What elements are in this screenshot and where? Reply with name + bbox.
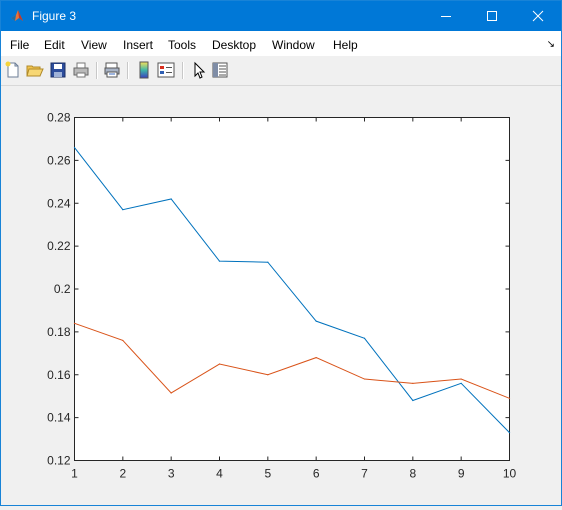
plot-area [74,117,510,461]
menu-insert[interactable]: Insert [123,38,154,52]
menu-help[interactable]: Help [333,38,358,52]
title-bar[interactable]: Figure 3 [1,1,561,31]
menu-desktop[interactable]: Desktop [212,38,257,52]
series-2-point [412,382,414,384]
dock-arrow-icon[interactable]: ↘ [546,39,555,50]
y-tick-label: 0.26 [47,153,71,167]
series-1-point [508,432,511,434]
y-tick-label: 0.28 [47,111,71,125]
series-2-point [218,363,221,365]
maximize-icon [487,11,497,21]
edit-plot-pointer-icon[interactable] [190,61,208,79]
x-tick-label: 1 [71,467,78,481]
minimize-button[interactable] [423,1,469,31]
print-preview-icon[interactable] [103,61,121,79]
menu-tools[interactable]: Tools [168,38,197,52]
series-1-point [122,209,124,211]
minimize-icon [441,16,451,17]
y-tick-label: 0.24 [47,196,71,210]
figure-canvas: 1 2 3 4 5 6 7 8 9 10 0.12 0.14 0.16 0.18 0.2 0.22 0.24 0… [2,86,561,505]
x-tick-label: 8 [409,467,416,481]
close-icon [532,10,544,22]
toolbar [1,57,561,86]
x-axis: 1 2 3 4 5 6 7 8 9 10 [71,117,517,481]
series-1-point [315,320,317,322]
series-layer [73,146,511,434]
toolbar-separator [182,62,184,79]
y-tick-label: 0.16 [47,368,71,382]
y-axis: 0.12 0.14 0.16 0.18 0.2 0.22 0.24 0.26 0.28 [47,111,510,468]
series-1-point [73,146,76,149]
maximize-button[interactable] [469,1,515,31]
series-2-point [73,322,76,324]
y-tick-label: 0.12 [47,454,71,468]
toolbar-separator [96,62,98,79]
series-1-point [412,399,414,402]
save-icon[interactable] [49,61,67,79]
window-title: Figure 3 [32,9,77,23]
menu-bar: File Edit View Insert Tools Desktop Wind… [1,31,561,56]
series-2-point [122,339,124,342]
x-tick-label: 5 [264,467,271,481]
series-1-point [460,382,462,384]
x-tick-label: 6 [313,467,320,481]
open-file-icon[interactable] [26,61,44,79]
series-1-point [218,260,221,262]
legend-icon[interactable] [157,61,175,79]
series-line-2[interactable] [74,322,510,399]
series-2-point [170,392,172,394]
series-1-point [363,337,366,339]
series-2-point [267,374,269,376]
x-tick-label: 2 [119,467,126,481]
menu-view[interactable]: View [81,38,107,52]
x-tick-label: 7 [361,467,368,481]
series-2-point [460,378,462,380]
y-tick-label: 0.18 [47,325,71,339]
toolbar-separator [127,62,129,79]
menu-file[interactable]: File [10,38,30,52]
y-tick-label: 0.14 [47,411,71,425]
series-2-point [363,378,366,380]
series-2-point [508,397,511,399]
y-tick-label: 0.2 [54,282,71,296]
x-tick-label: 4 [216,467,223,481]
menu-edit[interactable]: Edit [44,38,65,52]
series-line-1[interactable] [74,147,510,433]
series-2-point [315,357,317,359]
x-tick-label: 10 [503,467,517,481]
matlab-logo-icon [11,10,23,21]
series-1-point [267,261,269,263]
property-inspector-icon[interactable] [211,61,229,79]
series-1-point [170,198,172,200]
new-figure-icon[interactable] [4,61,22,79]
x-tick-label: 3 [168,467,175,481]
x-tick-label: 9 [458,467,465,481]
menu-window[interactable]: Window [272,38,315,52]
close-button[interactable] [515,1,561,31]
y-tick-label: 0.22 [47,239,71,253]
colorbar-icon[interactable] [135,61,153,79]
line-chart[interactable]: 1 2 3 4 5 6 7 8 9 10 0.120.140.160.180.20.220.240… [2,86,561,505]
print-icon[interactable] [72,61,90,79]
